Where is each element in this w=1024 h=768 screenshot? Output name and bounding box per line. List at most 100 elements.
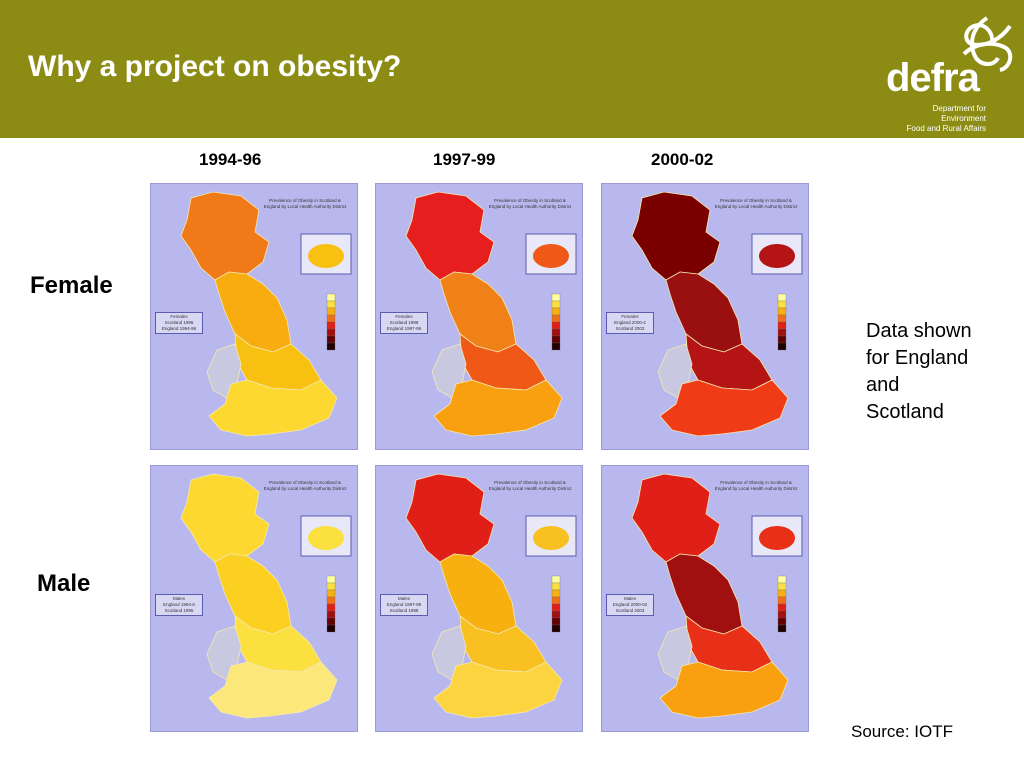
map-legend-line: Scotland 2003 (615, 326, 645, 331)
map-region-south (659, 661, 789, 719)
color-scale-swatch (326, 321, 336, 330)
color-scale-swatch (551, 328, 561, 337)
color-scale-swatch (326, 603, 336, 612)
note-line: and (866, 374, 900, 396)
london-inset-region (308, 244, 344, 268)
map-legend-line: England 2000-2 (614, 320, 646, 325)
color-scale-swatch (777, 582, 787, 591)
map-male-1994-96: Prevalence of Obesity in Scotland & Engl… (150, 465, 358, 732)
logo-sub-line2: Food and Rural Affairs (906, 124, 986, 133)
celtic-knot-icon (962, 16, 1013, 72)
uk-map-shape (405, 473, 577, 719)
map-title: Prevalence of Obesity in Scotland & Engl… (714, 198, 798, 209)
color-scale-swatch (777, 617, 787, 626)
map-legend-line: Males (172, 596, 185, 601)
map-legend-line: England 1997-99 (386, 602, 422, 607)
map-legend-line: Males (397, 596, 410, 601)
color-scale-swatch (551, 342, 561, 351)
map-legend-line: Scotland 1995 (164, 608, 194, 613)
color-scale-swatch (551, 300, 561, 309)
color-scale-swatch (777, 342, 787, 351)
map-male-2000-02: Prevalence of Obesity in Scotland & Engl… (601, 465, 809, 732)
slide-title: Why a project on obesity? (28, 50, 402, 83)
uk-map-shape (180, 473, 352, 719)
defra-logo-text: defra (886, 56, 980, 100)
uk-map-shape (405, 191, 577, 437)
note-line: for England (866, 347, 969, 369)
uk-map-shape (180, 191, 352, 437)
color-scale-swatch (777, 300, 787, 309)
color-scale-swatch (551, 314, 561, 323)
map-region-north (665, 553, 743, 635)
color-scale-swatch (326, 582, 336, 591)
london-inset-region (759, 526, 795, 550)
map-region-scotland (405, 191, 495, 281)
color-scale-swatch (777, 610, 787, 619)
color-scale-swatch (326, 307, 336, 316)
map-male-1997-99: Prevalence of Obesity in Scotland & Engl… (375, 465, 583, 732)
map-region-scotland (631, 191, 721, 281)
color-scale-swatch (551, 575, 561, 584)
color-scale-swatch (777, 314, 787, 323)
map-legend-line: Scotland 1998 (389, 320, 419, 325)
map-region-scotland (180, 473, 270, 563)
map-region-south (208, 661, 338, 719)
color-scale-swatch (551, 596, 561, 605)
color-scale-swatch (551, 307, 561, 316)
color-scale-swatch (326, 342, 336, 351)
color-scale-swatch (551, 335, 561, 344)
london-inset-region (533, 526, 569, 550)
uk-map-shape (631, 191, 803, 437)
note-text: Data shown for England and Scotland (866, 318, 972, 426)
color-scale-swatch (326, 589, 336, 598)
map-title: Prevalence of Obesity in Scotland & Engl… (488, 480, 572, 491)
map-legend-box: Females England 2000-2 Scotland 2003 (606, 312, 654, 334)
map-female-1997-99: Prevalence of Obesity in Scotland & Engl… (375, 183, 583, 450)
uk-map-shape (631, 473, 803, 719)
color-scale-swatch (777, 307, 787, 316)
map-legend-line: Scotland 2003 (615, 608, 645, 613)
color-scale-swatch (777, 321, 787, 330)
color-scale-swatch (777, 596, 787, 605)
color-scale-swatch (326, 610, 336, 619)
map-region-north (214, 271, 292, 353)
color-scale-swatch (551, 603, 561, 612)
map-legend-box: Males England 1994-6 Scotland 1995 (155, 594, 203, 616)
map-region-scotland (180, 191, 270, 281)
map-region-north (214, 553, 292, 635)
color-scale-swatch (326, 335, 336, 344)
map-title: Prevalence of Obesity in Scotland & Engl… (263, 198, 347, 209)
map-region-north (665, 271, 743, 353)
color-scale-swatch (551, 589, 561, 598)
color-scale-swatch (777, 575, 787, 584)
logo-sub-line1: Department for Environment (932, 104, 986, 123)
color-scale-swatch (551, 321, 561, 330)
color-scale-swatch (326, 575, 336, 584)
color-scale-swatch (326, 328, 336, 337)
color-scale-swatch (777, 335, 787, 344)
map-legend-line: England 1997-99 (386, 326, 422, 331)
map-legend-box: Males England 2000-02 Scotland 2003 (606, 594, 654, 616)
map-female-1994-96: Prevalence of Obesity in Scotland & Engl… (150, 183, 358, 450)
map-legend-line: Scotland 1995 (164, 320, 194, 325)
map-region-scotland (405, 473, 495, 563)
map-legend-line: Males (623, 596, 636, 601)
london-inset-region (308, 526, 344, 550)
note-line: Data shown (866, 320, 972, 342)
color-scale-swatch (777, 624, 787, 633)
map-legend-box: Females Scotland 1998 England 1997-99 (380, 312, 428, 334)
source-citation: Source: IOTF (851, 722, 954, 741)
map-female-2000-02: Prevalence of Obesity in Scotland & Engl… (601, 183, 809, 450)
london-inset-region (759, 244, 795, 268)
year-label-1997-99: 1997-99 (433, 150, 496, 169)
color-scale-swatch (551, 617, 561, 626)
header-bar (0, 0, 1024, 138)
map-title: Prevalence of Obesity in Scotland & Engl… (714, 480, 798, 491)
color-scale-swatch (326, 624, 336, 633)
map-region-scotland (631, 473, 721, 563)
map-region-north (439, 553, 517, 635)
map-legend-line: Females (395, 314, 413, 319)
map-region-south (659, 379, 789, 437)
color-scale-swatch (551, 610, 561, 619)
color-scale-swatch (551, 624, 561, 633)
